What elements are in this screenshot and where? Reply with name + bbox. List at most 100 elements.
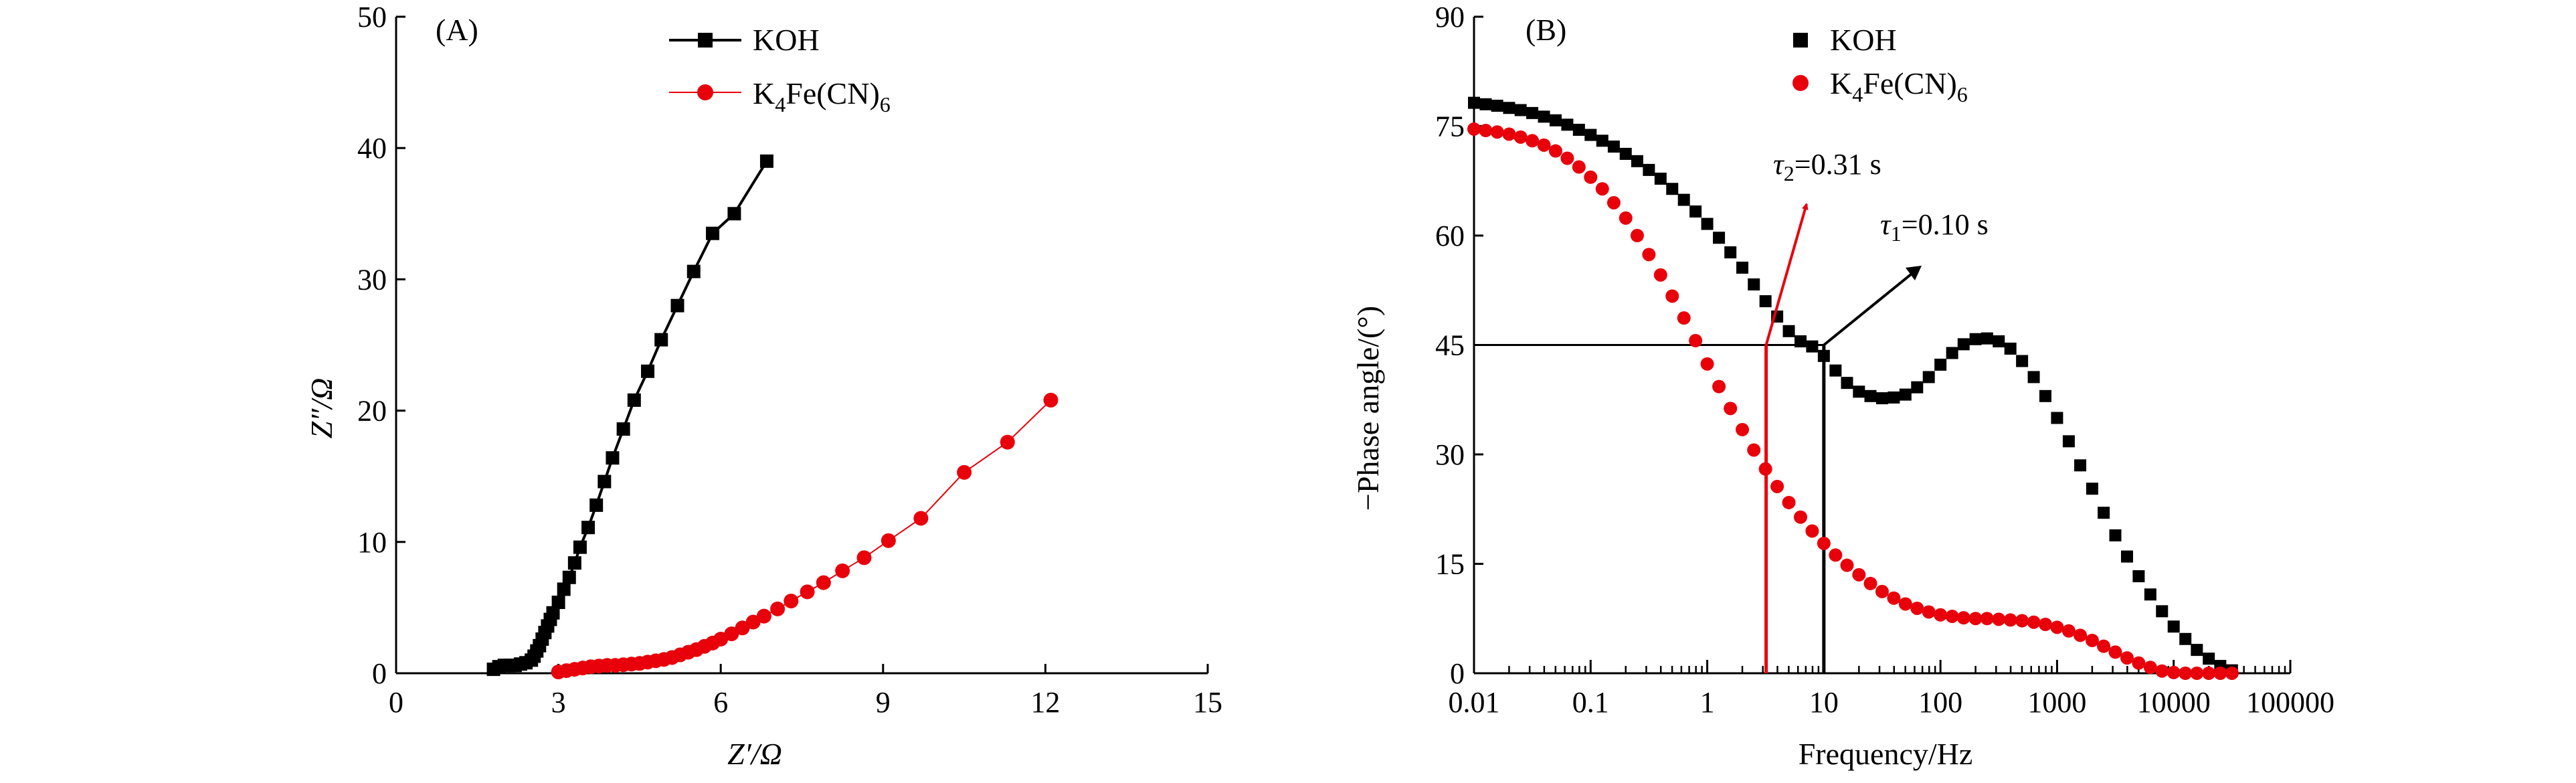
koh-data-point [557,582,571,596]
k4fecn6-data-point [2213,667,2227,680]
k4fecn6-data-point [2074,628,2088,642]
panel-b-y-tick-label: 30 [1435,438,1465,471]
k4fecn6-data-point [1805,524,1819,538]
k4fecn6-data-point [1875,584,1889,598]
koh-data-point [606,451,620,465]
k4fecn6-data-point [800,584,815,600]
koh-data-point [686,264,701,278]
koh-data-point [1981,332,1993,345]
panel-b-x-tick-label: 10 [1809,686,1839,719]
koh-data-point [1572,123,1585,136]
k4fecn6-data-point [2202,667,2216,680]
koh-data-point [2027,371,2040,383]
k4fecn6-data-point [1584,170,1598,184]
k4fecn6-data-point [1968,612,1983,626]
koh-data-point [1888,391,1900,404]
k4fecn6-data-point [2120,651,2134,665]
panel-a-chart: 0 3 6 9 12 15 0 10 20 30 40 50 (A) Z′/Ω Z″/Ω KOH K4… [304,1,1222,771]
koh-series-line [492,160,768,671]
koh-data-point [2144,588,2156,601]
koh-data-point [1795,335,1807,348]
koh-data-point [1479,98,1492,110]
panel-b-data [1467,96,2239,680]
k4fecn6-data-point [2143,661,2157,675]
koh-data-point [670,298,684,313]
legend-k4fecn6-label: K4Fe(CN)6 [753,76,891,116]
k4fecn6-data-point [1736,422,1750,436]
panel-a-x-tick-label: 9 [876,686,891,719]
k4fecn6-data-point [1043,392,1059,408]
panel-a-y-tick-label: 40 [357,132,387,165]
k4fecn6-data-point [1712,379,1726,394]
koh-data-point [1619,147,1632,160]
panel-b-x-tick-label: 0.1 [1572,686,1609,719]
k4fecn6-data-point [2050,620,2064,634]
tau1-arrowhead [1906,266,1922,280]
koh-data-point [2120,550,2133,563]
tau2-arrow [1764,203,1809,346]
k4fecn6-data-point [1689,333,1703,347]
k4fecn6-data-point [1817,536,1831,550]
panel-b-y-tick-label: 45 [1435,329,1465,362]
panel-a-x-tick-label: 15 [1193,686,1222,719]
k4fecn6-data-point [2015,614,2029,628]
k4fecn6-data-point [881,533,896,548]
koh-data-point [1631,155,1643,167]
koh-data-point [1911,381,1924,394]
k4fecn6-data-point [1887,591,1901,605]
koh-data-point [1993,335,2005,348]
k4fecn6-data-point [756,608,771,624]
k4fecn6-data-point [1724,402,1738,416]
k4fecn6-data-point [1782,495,1796,509]
panel-a-x-axis-label: Z′/Ω [727,737,782,771]
koh-data-point [616,422,630,436]
koh-data-point [1584,128,1597,141]
panel-b-guide-lines [1474,344,1826,673]
k4fecn6-data-point [1934,608,1948,622]
k4fecn6-data-point [724,626,739,642]
koh-data-point [2086,483,2098,495]
k4fecn6-data-point [2038,617,2052,631]
k4fecn6-data-point [1829,548,1843,562]
panel-b-x-tick-label: 100 [1918,686,1962,719]
koh-data-point [1654,172,1667,185]
koh-data-point [1957,338,1970,351]
koh-data-point [1596,135,1608,147]
koh-data-point [2074,459,2087,472]
koh-data-point [727,207,741,221]
k4fecn6-data-point [1653,268,1667,282]
koh-data-point [2051,412,2063,424]
koh-data-point [654,333,668,347]
koh-data-point [1748,278,1760,291]
panel-b-legend: KOH K4Fe(CN)6 [1792,23,1968,106]
koh-data-point [2156,605,2169,618]
k4fecn6-data-point [2108,645,2122,659]
panel-b-x-tick-label: 0.01 [1449,686,1500,719]
koh-data-point [1643,163,1655,176]
panel-b-axes: 0.01 0.1 1 10 100 1000 10000 100000 0 15 30 45 60 75 9… [1435,1,2334,719]
koh-data-point [759,154,773,168]
panel-a-y-tick-label: 30 [357,263,387,296]
panel-b-label: (B) [1526,13,1566,47]
koh-data-point [1782,325,1795,337]
k4fecn6-data-point [1502,127,1516,141]
panel-b-y-tick-label: 60 [1435,220,1465,252]
koh-data-point [2016,355,2029,367]
k4fecn6-data-point [1840,558,1854,572]
panel-a-y-axis-label: Z″/Ω [304,378,339,439]
k4fecn6-data-point [2061,624,2076,638]
k4fecn6-data-point [1642,248,1656,262]
k4fecn6-data-point [784,594,799,609]
koh-data-point [1736,261,1749,274]
panel-a-axes: 0 3 6 9 12 15 0 10 20 30 40 50 [357,1,1222,719]
k4fecn6-data-point [957,464,972,480]
koh-data-point [1514,104,1527,116]
legend-b-koh-marker [1793,33,1808,48]
k4fecn6-data-point [1665,289,1679,303]
k4fecn6-data-point [1980,612,1994,626]
k4fecn6-data-point [1479,124,1493,138]
koh-data-point [581,521,595,535]
k4fecn6-data-point [1700,357,1714,371]
